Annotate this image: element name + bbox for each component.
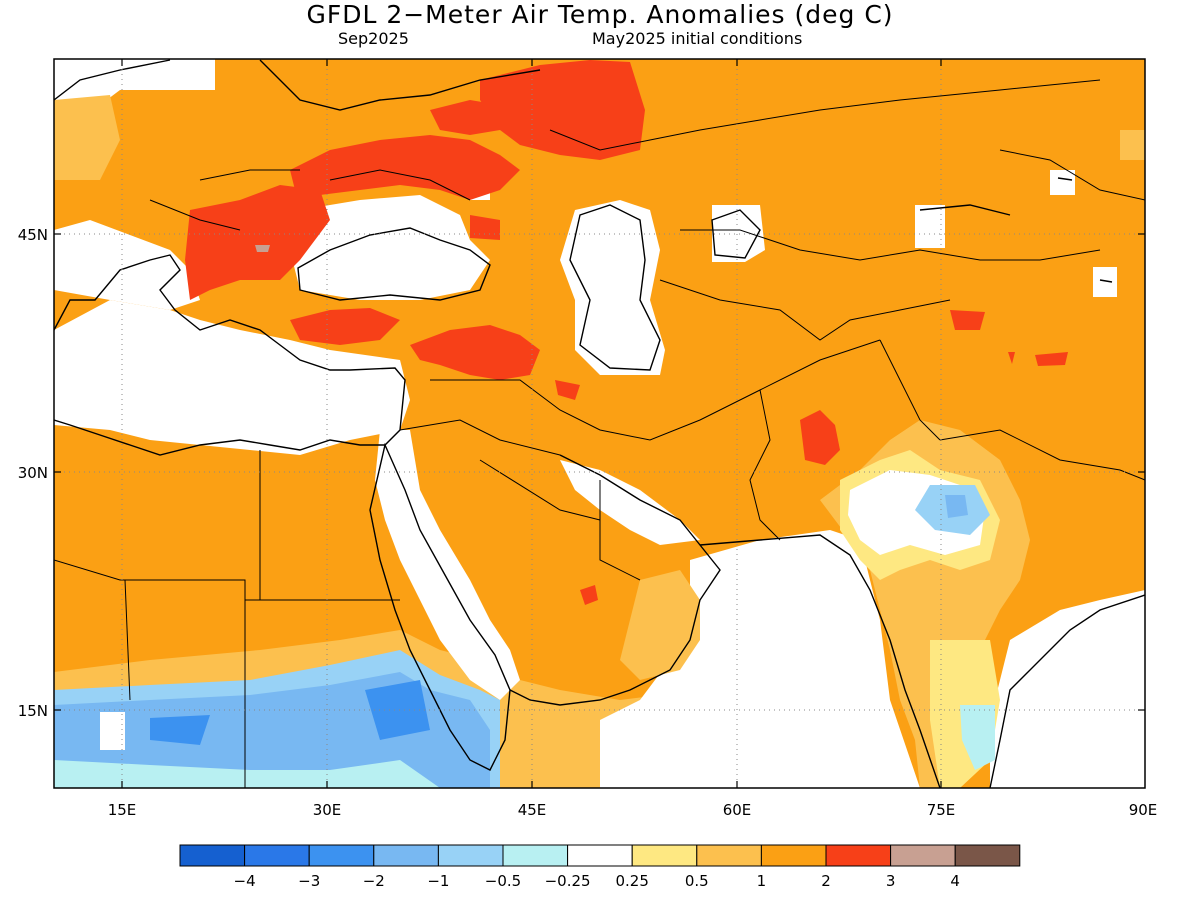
map-frame — [53, 58, 1146, 789]
anomaly-band-cyan — [54, 760, 440, 788]
lat-label-15n: 15N — [18, 702, 48, 720]
anomaly-neutral — [990, 590, 1145, 788]
anomaly-neutral — [560, 460, 700, 545]
anomaly-neutral — [375, 430, 520, 700]
coastlines — [54, 59, 1145, 788]
anomaly-neutral — [290, 195, 490, 300]
colorbar-label: −1 — [427, 872, 449, 890]
anomaly-blue — [945, 495, 968, 518]
map-title: GFDL 2−Meter Air Temp. Anomalies (deg C) — [306, 0, 894, 29]
colorbar-label: −3 — [298, 872, 320, 890]
colorbar-label: 1 — [757, 872, 767, 890]
lon-label-75e: 75E — [927, 801, 956, 819]
colorbar-label: 3 — [886, 872, 896, 890]
anomaly-neutral — [54, 300, 410, 455]
colorbar-label: 4 — [950, 872, 960, 890]
colorbar-swatch — [631, 844, 698, 867]
lat-label-30n: 30N — [18, 464, 48, 482]
colorbar-swatch — [890, 844, 956, 867]
colorbar-swatch — [502, 844, 569, 867]
anomaly-neutral — [915, 205, 945, 248]
colorbar-label: −4 — [234, 872, 256, 890]
anomaly-core-blue — [365, 680, 430, 740]
anomaly-brown — [255, 245, 270, 252]
anomaly-red — [1008, 352, 1015, 364]
colorbar-swatch — [825, 844, 892, 867]
anomaly-neutral — [712, 205, 765, 262]
lon-label-90e: 90E — [1129, 801, 1158, 819]
colorbar-label: −2 — [363, 872, 385, 890]
anomaly-light-orange — [1120, 130, 1145, 160]
colorbar-swatch — [437, 844, 504, 867]
anomaly-red — [1035, 352, 1068, 366]
colorbar-label: −0.5 — [485, 872, 521, 890]
anomaly-core-blue — [150, 715, 210, 745]
colorbar: −4 −3 −2 −1 −0.5 −0.25 0.25 0.5 1 2 3 4 — [179, 844, 1021, 890]
frame-ticks — [54, 59, 1145, 788]
colorbar-swatch — [954, 844, 1021, 867]
anomaly-red — [800, 410, 840, 465]
lon-label-45e: 45E — [518, 801, 547, 819]
lon-label-15e: 15E — [108, 801, 137, 819]
colorbar-label: 0.5 — [685, 872, 709, 890]
anomaly-neutral — [1093, 267, 1117, 297]
anomaly-neutral — [1050, 170, 1075, 195]
initial-conditions: May2025 initial conditions — [592, 29, 803, 48]
colorbar-label: −0.25 — [545, 872, 591, 890]
anomaly-neutral — [560, 200, 665, 375]
anomaly-red — [580, 585, 598, 605]
lat-label-45n: 45N — [18, 226, 48, 244]
anomaly-red — [430, 100, 500, 135]
anomaly-red — [470, 215, 500, 240]
colorbar-swatch — [696, 844, 762, 867]
anomaly-neutral — [600, 530, 920, 788]
anomaly-red — [555, 380, 580, 400]
colorbar-swatch — [308, 844, 375, 867]
colorbar-swatch — [244, 844, 310, 867]
anomaly-red — [410, 325, 540, 380]
colorbar-swatch — [179, 844, 246, 867]
anomaly-red — [480, 60, 645, 160]
anomaly-red — [290, 308, 400, 345]
colorbar-swatch — [760, 844, 827, 867]
lon-label-60e: 60E — [723, 801, 752, 819]
colorbar-swatch — [373, 844, 439, 867]
forecast-month: Sep2025 — [338, 29, 409, 48]
anomaly-cyan — [960, 705, 995, 770]
anomaly-neutral — [100, 712, 125, 750]
country-borders — [54, 79, 1145, 788]
anomaly-light-orange — [620, 570, 700, 680]
colorbar-label: 2 — [821, 872, 831, 890]
anomaly-light-orange — [54, 95, 120, 180]
anomaly-neutral — [54, 59, 215, 105]
lon-label-30e: 30E — [313, 801, 342, 819]
anomaly-red — [290, 135, 520, 200]
anomaly-neutral — [54, 220, 200, 310]
anomaly-red — [185, 185, 330, 300]
anomaly-red — [950, 310, 985, 330]
colorbar-label: 0.25 — [615, 872, 648, 890]
colorbar-swatch — [567, 844, 633, 867]
map-field — [54, 59, 1145, 788]
graticule — [54, 59, 1145, 788]
